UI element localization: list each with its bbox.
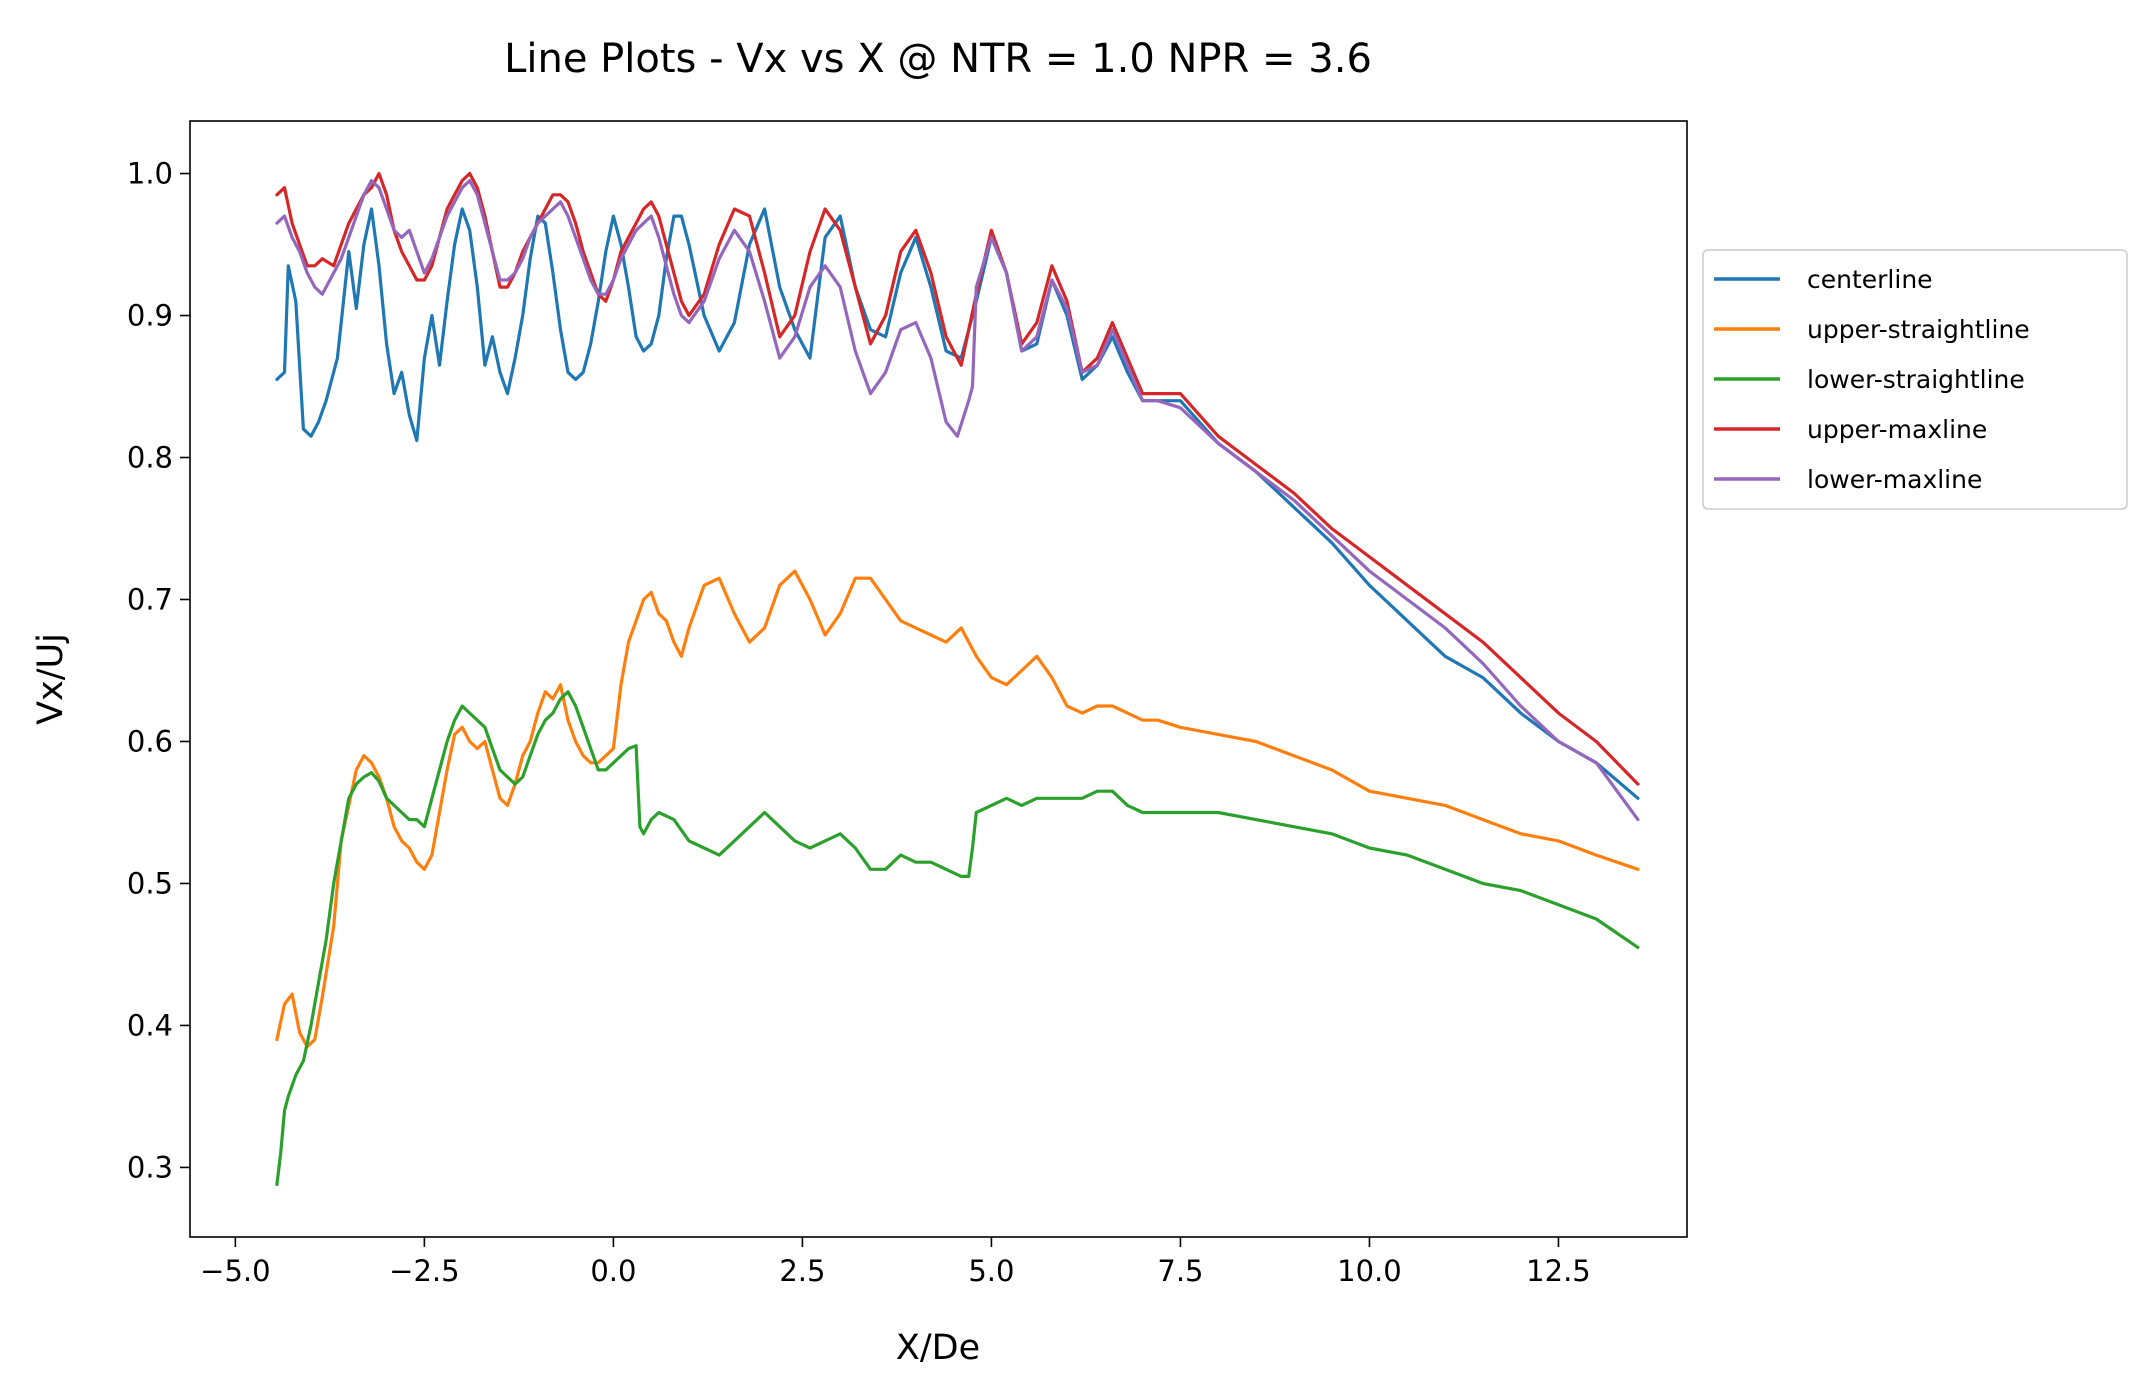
chart-title: Line Plots - Vx vs X @ NTR = 1.0 NPR = 3… bbox=[504, 36, 1372, 82]
series-line-upper-maxline bbox=[275, 171, 1640, 786]
x-tick-label: 5.0 bbox=[968, 1254, 1014, 1288]
x-tick-label: 12.5 bbox=[1526, 1254, 1591, 1288]
series-line-upper-straightline bbox=[275, 569, 1640, 1049]
y-tick-label: 0.6 bbox=[127, 724, 173, 758]
y-tick-label: 0.9 bbox=[127, 299, 173, 333]
series-line-lower-maxline bbox=[275, 179, 1640, 822]
legend-label-upper-maxline: upper-maxline bbox=[1807, 415, 1987, 444]
y-tick-label: 1.0 bbox=[127, 157, 173, 191]
x-axis: −5.0 −2.5 0.0 2.5 5.0 7.5 10.0 12.5 bbox=[200, 1237, 1591, 1288]
y-tick-label: 0.7 bbox=[127, 582, 173, 616]
x-tick-label: 0.0 bbox=[590, 1254, 636, 1288]
y-tick-label: 0.4 bbox=[127, 1008, 173, 1042]
legend-label-lower-straightline: lower-straightline bbox=[1807, 365, 2025, 394]
x-tick-label: 2.5 bbox=[779, 1254, 825, 1288]
legend-label-upper-straightline: upper-straightline bbox=[1807, 315, 2030, 344]
plot-frame bbox=[189, 120, 1688, 1238]
legend-label-lower-maxline: lower-maxline bbox=[1807, 465, 1982, 494]
y-axis-label: Vx/Uj bbox=[31, 633, 71, 725]
x-tick-label: −5.0 bbox=[200, 1254, 270, 1288]
y-tick-label: 0.5 bbox=[127, 866, 173, 900]
x-tick-label: −2.5 bbox=[389, 1254, 459, 1288]
x-tick-label: 7.5 bbox=[1157, 1254, 1203, 1288]
y-axis: 0.3 0.4 0.5 0.6 0.7 0.8 0.9 1.0 bbox=[127, 157, 190, 1184]
y-tick-label: 0.8 bbox=[127, 441, 173, 475]
plot-lines bbox=[275, 171, 1640, 1187]
series-line-centerline bbox=[275, 207, 1640, 800]
series-line-lower-straightline bbox=[275, 690, 1640, 1187]
y-tick-label: 0.3 bbox=[127, 1150, 173, 1184]
x-tick-label: 10.0 bbox=[1337, 1254, 1402, 1288]
legend: centerline upper-straightline lower-straig… bbox=[1702, 249, 2128, 510]
legend-box bbox=[1702, 249, 2128, 510]
legend-label-centerline: centerline bbox=[1807, 265, 1933, 294]
x-axis-label: X/De bbox=[896, 1328, 980, 1368]
